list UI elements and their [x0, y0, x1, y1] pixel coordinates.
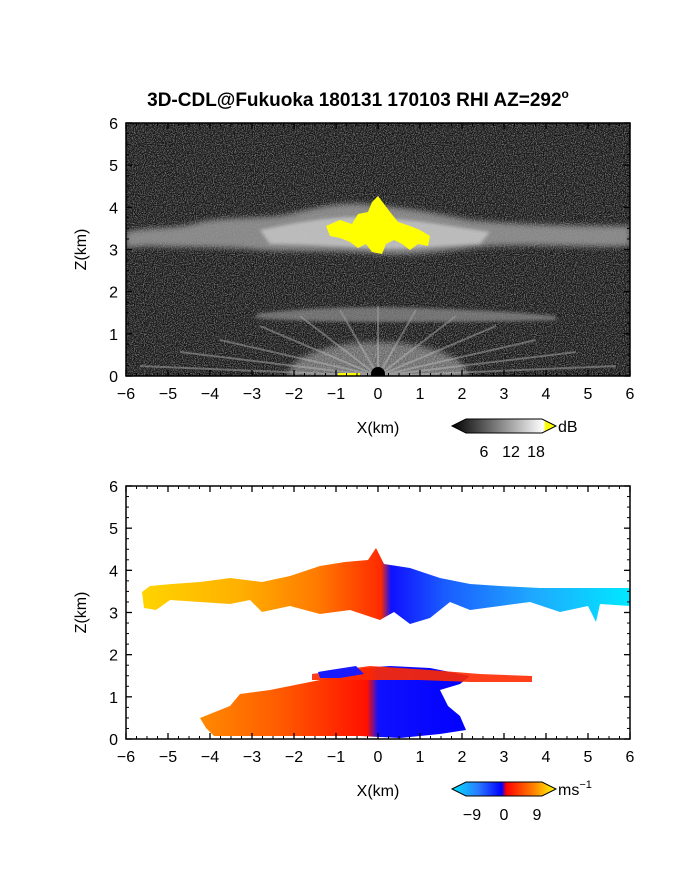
cloud-layer-velocity	[142, 548, 630, 624]
colorbar-unit: ms−1	[558, 779, 592, 799]
y-axis-label: Z(km)	[73, 229, 90, 271]
x-tick-label: −5	[159, 749, 177, 766]
y-tick-label: 0	[109, 732, 118, 749]
y-tick-label: 3	[109, 243, 118, 260]
y-tick-label: 4	[109, 563, 118, 580]
y-tick-label: 0	[109, 369, 118, 386]
weak-layer-echo	[256, 307, 556, 322]
colorbar-tick: −9	[463, 807, 481, 824]
x-tick-label: 0	[374, 386, 383, 403]
colorbar-unit: dB	[558, 419, 578, 436]
colorbar-tick: 6	[480, 444, 489, 461]
x-tick-label: −1	[327, 749, 345, 766]
x-tick-label: 2	[458, 386, 467, 403]
x-axis-label: X(km)	[357, 783, 400, 800]
colorbar-tick: 9	[533, 807, 542, 824]
x-tick-label: −4	[201, 386, 219, 403]
y-tick-label: 2	[109, 648, 118, 665]
reflectivity-colorbar: dB 6 12 18	[450, 418, 578, 461]
y-tick-label: 1	[109, 690, 118, 707]
colorbar-tick: 18	[527, 444, 545, 461]
x-tick-label: 3	[500, 749, 509, 766]
low-layer-upper-blue	[318, 666, 364, 678]
fan-glow	[288, 342, 468, 376]
x-tick-label: −6	[117, 749, 135, 766]
y-tick-label: 6	[109, 479, 118, 496]
strong-echo-region	[326, 196, 430, 254]
x-tick-label: 4	[542, 386, 551, 403]
x-tick-label: 3	[500, 386, 509, 403]
doppler-velocity-panel: −6 −5 −4 −3 −2 −1 0 1 2 3 4 5 6 0 1 2 3 4 5 6 X(km) Z(km) ms−…	[73, 479, 635, 824]
y-tick-label: 3	[109, 606, 118, 623]
y-axis-label: Z(km)	[73, 592, 90, 634]
x-tick-label: −2	[285, 386, 303, 403]
colorbar-tick: 12	[502, 444, 520, 461]
x-tick-label: 6	[626, 749, 635, 766]
x-tick-label: 5	[584, 749, 593, 766]
x-tick-label: 1	[416, 749, 425, 766]
x-tick-label: −2	[285, 749, 303, 766]
x-tick-label: −3	[243, 749, 261, 766]
x-tick-label: 4	[542, 749, 551, 766]
y-tick-label: 2	[109, 285, 118, 302]
x-tick-label: 5	[584, 386, 593, 403]
low-layer-upper-echo	[312, 666, 532, 682]
x-tick-label: −6	[117, 386, 135, 403]
y-tick-label: 5	[109, 158, 118, 175]
x-tick-label: 0	[374, 749, 383, 766]
x-tick-label: 2	[458, 749, 467, 766]
y-tick-label: 5	[109, 521, 118, 538]
x-tick-label: 1	[416, 386, 425, 403]
y-tick-label: 6	[109, 116, 118, 133]
y-tick-label: 1	[109, 327, 118, 344]
x-tick-label: −4	[201, 749, 219, 766]
colorbar-tick: 0	[500, 807, 509, 824]
x-axis-label: X(km)	[357, 420, 400, 437]
velocity-colorbar: ms−1 −9 0 9	[450, 779, 592, 824]
figure-title: 3D-CDL@Fukuoka 180131 170103 RHI AZ=292o	[147, 87, 569, 111]
x-tick-label: −3	[243, 386, 261, 403]
y-tick-label: 4	[109, 200, 118, 217]
x-tick-label: 6	[626, 386, 635, 403]
x-tick-label: −1	[327, 386, 345, 403]
low-layer-velocity	[200, 666, 470, 738]
ground-return	[338, 373, 360, 376]
x-tick-label: −5	[159, 386, 177, 403]
